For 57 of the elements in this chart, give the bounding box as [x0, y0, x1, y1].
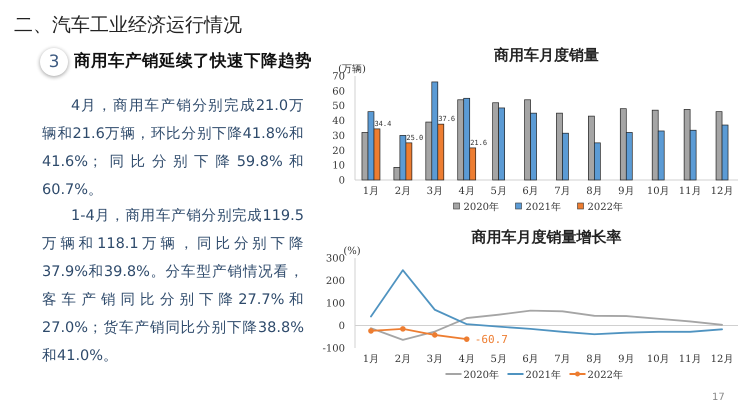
legend-label: 2020年 — [464, 369, 499, 381]
y-tick-label: 200 — [326, 276, 345, 287]
y-tick-label: 0 — [338, 321, 345, 332]
legend-label: 2022年 — [588, 369, 623, 381]
y-tick-label: 0 — [338, 176, 345, 186]
line-series — [370, 269, 723, 336]
y-tick-label: 40 — [332, 116, 345, 128]
y-tick-label: 300 — [326, 254, 345, 264]
x-tick-label: 3月 — [426, 186, 443, 197]
data-label: -60.7 — [474, 333, 508, 346]
y-tick-label: 100 — [326, 298, 345, 310]
y-axis-title: (%) — [343, 246, 361, 257]
x-tick-label: 3月 — [426, 354, 443, 365]
legend-label: 2021年 — [526, 369, 561, 381]
text: 商用车产销延续了快速下降趋势 — [74, 50, 312, 72]
x-tick-label: 4月 — [458, 186, 475, 197]
point — [432, 332, 438, 338]
x-tick-label: 5月 — [490, 186, 507, 197]
chart-title: 商用车月度销量 — [493, 46, 599, 64]
y-tick-label: -100 — [322, 344, 345, 354]
x-tick-label: 10月 — [646, 186, 670, 197]
point — [464, 336, 470, 342]
text: 17 — [712, 392, 725, 403]
x-tick-label: 1月 — [362, 186, 380, 197]
x-tick-label: 6月 — [522, 186, 539, 197]
y-tick-label: 10 — [332, 160, 345, 172]
chart-title: 商用车月度销量增长率 — [470, 228, 622, 246]
x-tick-label: 11月 — [678, 186, 702, 197]
x-tick-label: 2月 — [394, 354, 412, 365]
x-tick-label: 10月 — [646, 354, 670, 365]
point — [400, 326, 406, 332]
text: 3 — [40, 48, 68, 76]
y-tick-label: 60 — [332, 86, 345, 98]
x-tick-label: 2月 — [394, 186, 412, 197]
text: 4月，商用车产销分别完成21.0万辆和21.6万辆，环比分别下降41.8%和41.6%；同比分别下降59.8%和60.7%。 — [42, 96, 304, 200]
x-tick-label: 12月 — [710, 354, 734, 365]
text: 1-4月，商用车产销分别完成119.5万辆和118.1万辆，同比分别下降37.9%和39.8%。分车型产销情况看，客车产销同比分别下降27.7%和27.0%；货车产销同比分别下降38.8%和41.0%。 — [42, 206, 304, 366]
x-tick-label: 4月 — [458, 354, 475, 365]
x-tick-label: 5月 — [490, 354, 507, 365]
y-tick-label: 50 — [332, 101, 345, 112]
x-tick-label: 1月 — [362, 354, 380, 365]
x-tick-label: 11月 — [678, 354, 702, 365]
x-tick-label: 9月 — [618, 186, 634, 197]
y-tick-label: 20 — [332, 146, 345, 157]
y-tick-label: 30 — [332, 130, 345, 142]
text: 二、汽车工业经济运行情况 — [14, 13, 242, 38]
x-tick-label: 12月 — [710, 186, 734, 197]
x-tick-label: 7月 — [554, 354, 571, 365]
legend-label: 2020年 — [464, 201, 499, 213]
legend-label: 2022年 — [588, 201, 623, 213]
x-tick-label: 6月 — [522, 354, 539, 365]
x-tick-label: 7月 — [554, 186, 571, 197]
legend-label: 2021年 — [526, 201, 561, 213]
point — [368, 328, 374, 334]
x-tick-label: 8月 — [586, 354, 603, 365]
x-tick-label: 9月 — [618, 354, 634, 365]
x-tick-label: 8月 — [586, 186, 603, 197]
